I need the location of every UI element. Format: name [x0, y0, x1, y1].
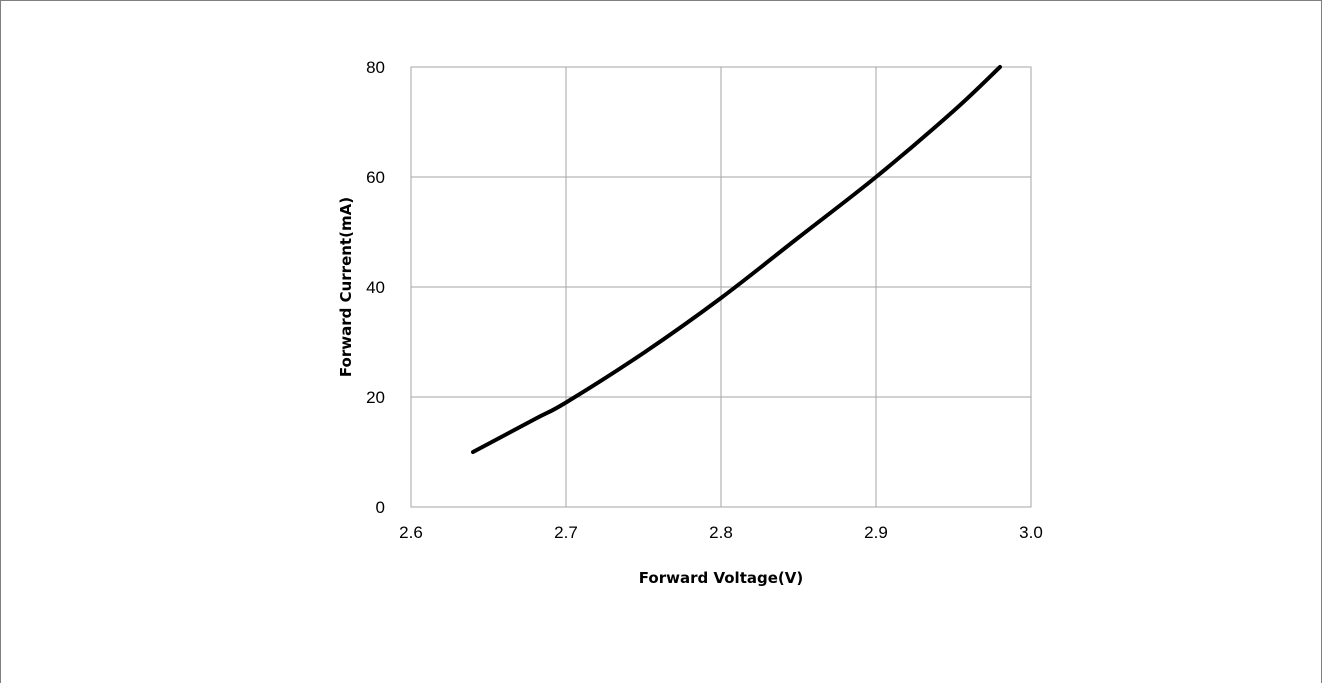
- x-tick-label: 2.8: [709, 523, 733, 542]
- y-axis-title: Forward Current(mA): [337, 197, 355, 377]
- x-tick-label: 2.7: [554, 523, 578, 542]
- y-tick-label: 60: [366, 168, 385, 187]
- y-tick-label: 0: [376, 498, 385, 517]
- x-tick-label: 2.6: [399, 523, 423, 542]
- grid-layer: [410, 66, 1032, 508]
- y-tick-label: 80: [366, 58, 385, 77]
- series-line: [471, 65, 1002, 454]
- y-tick-label: 40: [366, 278, 385, 297]
- x-axis-title: Forward Voltage(V): [639, 569, 803, 587]
- x-tick-labels: 2.6 2.7 2.8 2.9 3.0: [399, 523, 1043, 542]
- x-tick-label: 2.9: [864, 523, 888, 542]
- y-tick-label: 20: [366, 388, 385, 407]
- y-tick-labels: 0 20 40 60 80: [366, 58, 385, 517]
- plot-area-border: [410, 66, 1032, 508]
- x-tick-label: 3.0: [1019, 523, 1043, 542]
